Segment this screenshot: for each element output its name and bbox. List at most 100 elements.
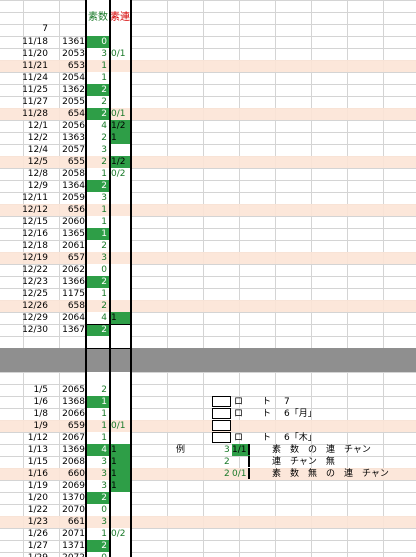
prime-count-cell[interactable]: 2 xyxy=(101,157,107,167)
consecutive-cell[interactable]: 0/1 xyxy=(111,109,126,119)
number-cell[interactable]: 1362 xyxy=(62,85,85,95)
consecutive-cell[interactable] xyxy=(110,384,131,396)
number-cell[interactable]: 1370 xyxy=(62,493,85,503)
prime-count-cell[interactable]: 2 xyxy=(101,241,107,251)
number-cell[interactable]: 1364 xyxy=(62,181,85,191)
table-row[interactable]: 12/2 1363 2 1 xyxy=(0,132,416,144)
number-cell[interactable]: 1368 xyxy=(62,397,85,407)
prime-count-cell[interactable]: 1 xyxy=(101,169,107,179)
number-cell[interactable]: 658 xyxy=(67,301,85,311)
number-cell[interactable]: 654 xyxy=(67,109,85,119)
number-cell[interactable]: 2055 xyxy=(62,97,85,107)
table-row[interactable]: 1/29 20720 xyxy=(0,552,416,557)
date-cell[interactable]: 1/5 xyxy=(33,385,48,395)
number-cell[interactable]: 657 xyxy=(67,253,85,263)
consecutive-cell[interactable] xyxy=(110,324,131,336)
prime-count-cell[interactable]: 2 xyxy=(86,540,109,552)
date-cell[interactable]: 11/20 xyxy=(22,49,48,59)
number-cell[interactable]: 1363 xyxy=(62,133,85,143)
consecutive-cell[interactable] xyxy=(110,60,131,72)
consecutive-cell[interactable]: 1 xyxy=(110,480,131,492)
consecutive-cell[interactable]: 1 xyxy=(110,444,131,456)
table-row[interactable]: 12/8 2058 1 0/2 xyxy=(0,168,416,180)
table-row[interactable]: 1/15 2068 3 1 xyxy=(0,456,416,468)
date-cell[interactable]: 1/22 xyxy=(27,505,48,515)
number-cell[interactable]: 2072 xyxy=(52,552,85,557)
date-cell[interactable]: 11/25 xyxy=(22,85,48,95)
table-row[interactable]: 12/22 2062 0 xyxy=(0,264,416,276)
date-cell[interactable]: 1/9 xyxy=(33,421,48,431)
number-cell[interactable]: 2058 xyxy=(62,169,85,179)
number-cell[interactable]: 1175 xyxy=(62,289,85,299)
number-cell[interactable]: 2053 xyxy=(62,49,85,59)
prime-count-cell[interactable]: 2 xyxy=(101,301,107,311)
consecutive-cell[interactable] xyxy=(110,408,131,420)
date-cell[interactable]: 1/15 xyxy=(27,457,48,467)
consecutive-cell[interactable]: 1/2 xyxy=(110,156,131,168)
number-cell[interactable]: 2057 xyxy=(62,145,85,155)
date-cell[interactable]: 12/2 xyxy=(27,133,48,143)
prime-count-cell[interactable]: 3 xyxy=(101,457,107,467)
table-row[interactable]: 11/27 2055 2 xyxy=(0,96,416,108)
prime-count-cell[interactable]: 1 xyxy=(101,529,107,539)
date-cell[interactable]: 11/24 xyxy=(22,73,48,83)
table-row[interactable]: 1/6 1368 1 xyxy=(0,396,416,408)
number-cell[interactable]: 2068 xyxy=(62,457,85,467)
prime-count-cell[interactable]: 2 xyxy=(101,385,107,395)
consecutive-cell[interactable] xyxy=(110,72,131,84)
number-cell[interactable]: 2070 xyxy=(62,505,85,515)
consecutive-cell[interactable]: 1 xyxy=(110,468,131,480)
number-cell[interactable]: 660 xyxy=(67,469,85,479)
table-row[interactable]: 1/23 661 3 xyxy=(0,516,416,528)
date-cell[interactable]: 12/12 xyxy=(22,205,48,215)
table-row[interactable]: 12/15 2060 1 xyxy=(0,216,416,228)
date-cell[interactable]: 12/8 xyxy=(27,169,48,179)
prime-count-cell[interactable]: 1 xyxy=(101,61,107,71)
date-cell[interactable]: 1/29 xyxy=(0,552,48,557)
date-cell[interactable]: 1/6 xyxy=(33,397,48,407)
table-row[interactable]: 12/19 657 3 xyxy=(0,252,416,264)
number-cell[interactable]: 1365 xyxy=(62,229,85,239)
number-cell[interactable]: 1371 xyxy=(62,541,85,551)
prime-count-cell[interactable]: 1 xyxy=(86,396,109,408)
prime-count-cell[interactable]: 2 xyxy=(86,108,109,120)
date-cell[interactable]: 12/15 xyxy=(22,217,48,227)
prime-count-cell[interactable]: 2 xyxy=(86,324,109,336)
consecutive-cell[interactable]: 0/2 xyxy=(111,169,126,179)
prime-count-cell[interactable]: 3 xyxy=(101,193,107,203)
consecutive-cell[interactable] xyxy=(110,192,131,204)
number-cell[interactable]: 653 xyxy=(67,61,85,71)
number-cell[interactable]: 1361 xyxy=(62,37,85,47)
number-cell[interactable]: 661 xyxy=(67,517,85,527)
number-cell[interactable]: 2054 xyxy=(62,73,85,83)
prime-count-cell[interactable]: 4 xyxy=(86,444,109,456)
table-row[interactable]: 12/25 1175 1 xyxy=(0,288,416,300)
prime-count-cell[interactable]: 3 xyxy=(101,253,107,263)
table-row[interactable]: 1/20 1370 2 xyxy=(0,492,416,504)
number-cell[interactable]: 2066 xyxy=(62,409,85,419)
date-cell[interactable]: 1/16 xyxy=(27,469,48,479)
consecutive-cell[interactable] xyxy=(110,552,131,557)
prime-count-cell[interactable]: 1 xyxy=(101,421,107,431)
date-cell[interactable]: 11/18 xyxy=(22,37,48,47)
consecutive-cell[interactable] xyxy=(110,228,131,240)
prime-count-cell[interactable]: 3 xyxy=(101,469,107,479)
date-cell[interactable]: 12/30 xyxy=(22,325,48,335)
date-cell[interactable]: 12/19 xyxy=(22,253,48,263)
date-cell[interactable]: 12/23 xyxy=(22,277,48,287)
prime-count-cell[interactable]: 1 xyxy=(101,217,107,227)
consecutive-cell[interactable]: 1 xyxy=(110,312,131,324)
table-row[interactable]: 1/13 1369 4 1 xyxy=(0,444,416,456)
date-cell[interactable]: 12/22 xyxy=(22,265,48,275)
consecutive-cell[interactable] xyxy=(110,144,131,156)
table-row[interactable]: 12/30 1367 2 xyxy=(0,324,416,336)
number-cell[interactable]: 2067 xyxy=(62,433,85,443)
prime-count-cell[interactable]: 1 xyxy=(101,289,107,299)
prime-count-cell[interactable]: 0 xyxy=(101,505,107,515)
number-cell[interactable]: 2062 xyxy=(62,265,85,275)
prime-count-cell[interactable]: 3 xyxy=(101,481,107,491)
consecutive-cell[interactable] xyxy=(110,240,131,252)
table-row[interactable]: 1/8 2066 1 xyxy=(0,408,416,420)
table-row[interactable]: 1/12 2067 1 xyxy=(0,432,416,444)
